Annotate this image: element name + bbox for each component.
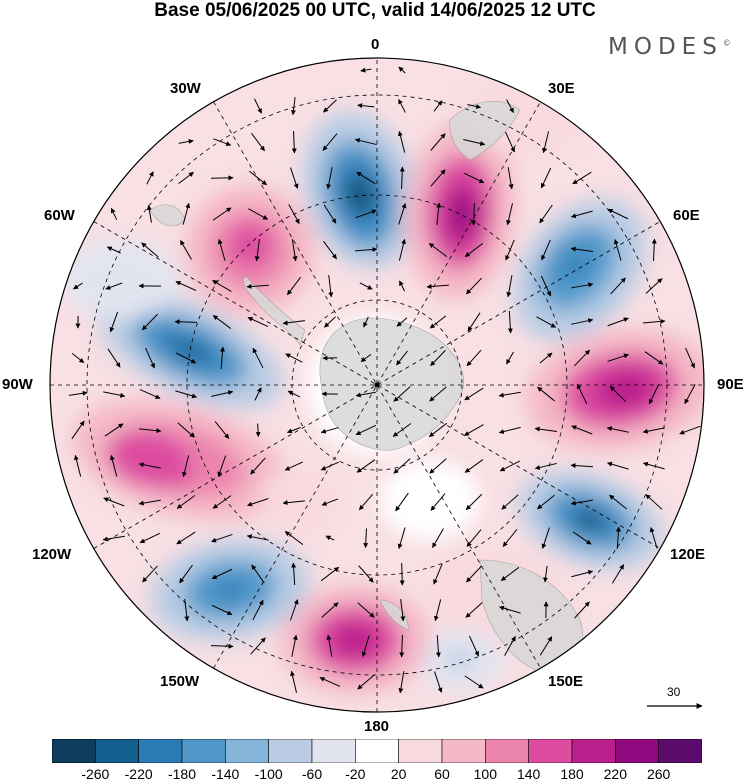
wind-vectors	[68, 66, 701, 694]
lon-label-90e: 90E	[717, 376, 744, 393]
map-title: Base 05/06/2025 00 UTC, valid 14/06/2025…	[154, 0, 596, 21]
colorbar-swatch	[485, 739, 529, 763]
colorbar-tick-label: 60	[434, 766, 450, 782]
lon-label-0: 0	[371, 36, 380, 53]
colorbar-swatch	[615, 739, 659, 763]
colorbar-swatch	[268, 739, 313, 763]
lon-label-30e: 30E	[548, 80, 575, 97]
lon-label-90w: 90W	[2, 376, 33, 393]
brand-logo: MODES©	[608, 34, 731, 60]
colorbar-swatch	[311, 739, 356, 763]
lon-label-120e: 120E	[670, 546, 706, 563]
colorbar-tick-label: -140	[211, 766, 240, 782]
colorbar-tick-label: 20	[390, 766, 407, 782]
lon-label-180: 180	[364, 718, 390, 735]
colorbar-swatch	[181, 739, 226, 763]
colorbar-swatch	[571, 739, 616, 763]
landmass	[149, 100, 583, 673]
lon-label-120w: 120W	[32, 546, 72, 563]
colorbar-tick-label: 140	[516, 766, 541, 782]
lon-label-60w: 60W	[44, 207, 75, 224]
brand-mark: ©	[722, 38, 731, 48]
colorbar-tick-label: 260	[646, 766, 671, 782]
colorbar-tick-label: -100	[254, 766, 283, 782]
colorbar-tick-label: 180	[560, 766, 584, 782]
reference-vector-label: 30	[667, 685, 681, 699]
colorbar-swatch	[398, 739, 443, 763]
colorbar-tick-label: 220	[603, 766, 628, 782]
colorbar-swatch	[441, 739, 486, 763]
lon-label-60e: 60E	[673, 207, 700, 224]
lon-label-150w: 150W	[160, 673, 200, 690]
colorbar-tick-label: -260	[81, 766, 110, 782]
colorbar-swatch	[52, 739, 96, 763]
colorbar-tick-label: -220	[124, 766, 153, 782]
colorbar-tick-label: -180	[167, 766, 197, 782]
colorbar-tick-label: -60	[301, 766, 323, 782]
lat-lon-grid	[50, 58, 704, 712]
colorbar-swatch	[138, 739, 183, 763]
colorbar-swatch	[658, 739, 702, 763]
lon-label-30w: 30W	[170, 80, 201, 97]
colorbar-swatch	[355, 739, 399, 763]
map-boundary	[49, 57, 705, 713]
lon-label-150e: 150E	[548, 673, 584, 690]
colorbar-tick-label: 100	[473, 766, 498, 782]
colorbar-swatch	[225, 739, 269, 763]
colorbar-swatch	[95, 739, 139, 763]
colorbar-tick-label: -20	[345, 766, 366, 782]
colorbar	[52, 739, 702, 763]
colorbar-swatch	[528, 739, 573, 763]
brand-name: MODES	[608, 34, 723, 60]
